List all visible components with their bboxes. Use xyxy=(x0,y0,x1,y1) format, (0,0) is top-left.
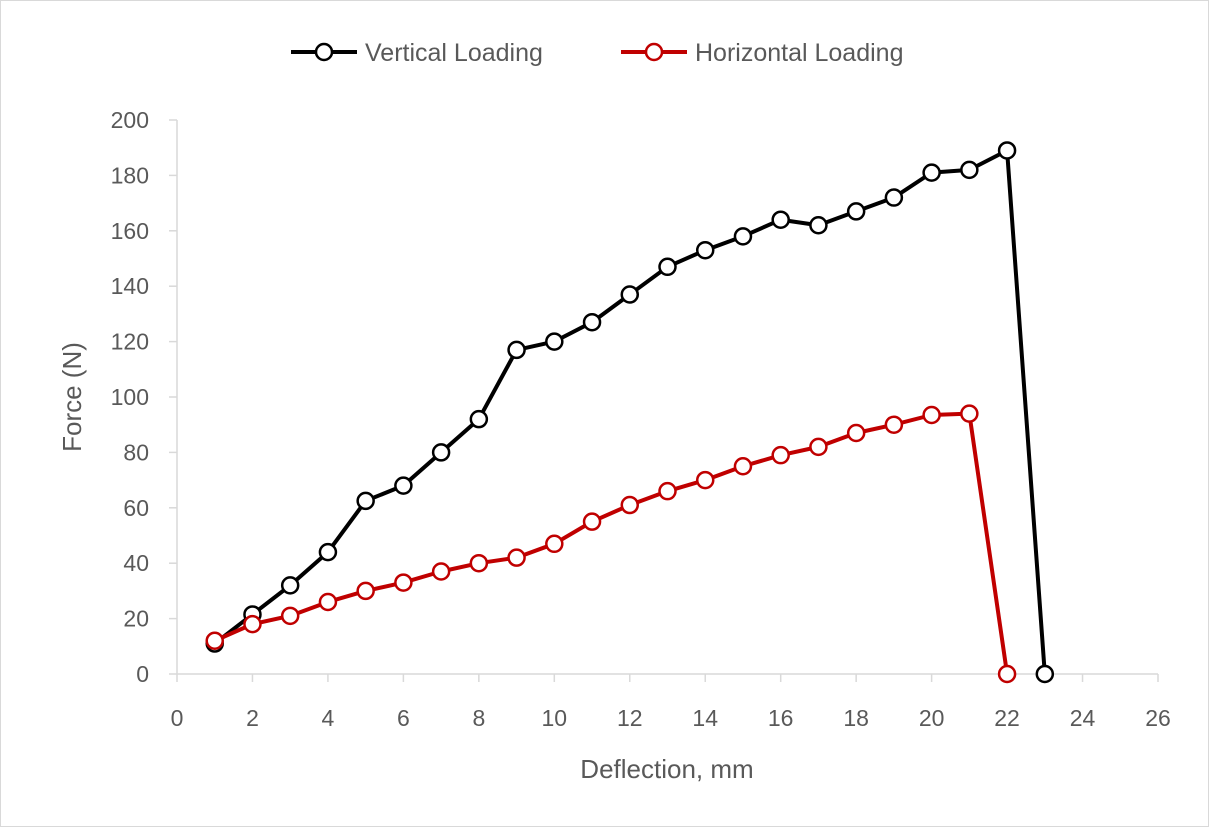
x-tick-label: 4 xyxy=(322,705,335,731)
data-point xyxy=(205,631,224,651)
data-point xyxy=(884,415,904,434)
data-point xyxy=(318,592,338,612)
y-tick-label: 20 xyxy=(123,606,149,632)
data-point xyxy=(922,405,941,425)
data-point xyxy=(243,614,262,634)
x-tick-label: 16 xyxy=(768,705,794,731)
x-tick-label: 26 xyxy=(1145,705,1171,731)
data-point xyxy=(620,285,640,304)
legend: Vertical Loading Horizontal Loading xyxy=(291,39,903,67)
x-tick-label: 22 xyxy=(994,705,1020,731)
y-tick-label: 140 xyxy=(111,273,149,299)
data-point xyxy=(658,257,677,277)
data-point xyxy=(922,163,941,182)
legend-item: Horizontal Loading xyxy=(621,39,903,67)
y-tick-label: 0 xyxy=(136,661,149,687)
data-point xyxy=(1035,664,1055,684)
series-horizontal-loading xyxy=(205,404,1017,684)
data-point xyxy=(280,576,300,595)
data-point xyxy=(695,470,715,490)
y-tick-label: 60 xyxy=(123,495,149,521)
x-tick-label: 0 xyxy=(171,705,184,731)
data-point xyxy=(431,443,451,462)
y-tick-label: 100 xyxy=(111,384,149,410)
x-tick-label: 24 xyxy=(1070,705,1096,731)
legend-label: Vertical Loading xyxy=(365,39,543,67)
data-point xyxy=(545,332,564,351)
data-point xyxy=(997,664,1017,684)
data-point xyxy=(545,534,564,554)
series-line xyxy=(213,411,1010,675)
data-point xyxy=(733,457,753,476)
y-tick-label: 120 xyxy=(111,329,149,355)
data-point xyxy=(507,548,526,567)
data-point xyxy=(997,141,1017,160)
data-point xyxy=(394,573,413,592)
data-point xyxy=(280,606,300,626)
x-axis-title: Deflection, mm xyxy=(580,754,753,784)
data-point xyxy=(771,210,790,229)
data-point xyxy=(809,216,828,235)
data-point xyxy=(733,227,753,246)
legend-item: Vertical Loading xyxy=(291,39,543,67)
x-tick-label: 18 xyxy=(843,705,869,731)
x-tick-label: 2 xyxy=(246,705,259,731)
data-point xyxy=(695,240,715,260)
data-point xyxy=(884,188,904,207)
data-point xyxy=(960,404,979,423)
data-point xyxy=(469,409,489,429)
y-axis-title: Force (N) xyxy=(57,342,87,452)
data-point xyxy=(846,202,866,221)
x-tick-label: 12 xyxy=(617,705,643,731)
legend-label: Horizontal Loading xyxy=(695,39,903,67)
y-tick-label: 180 xyxy=(111,162,149,188)
y-tick-label: 200 xyxy=(111,107,149,133)
x-tick-label: 6 xyxy=(397,705,410,731)
data-point xyxy=(620,495,640,515)
series-vertical-loading xyxy=(205,141,1055,684)
legend-marker xyxy=(644,42,664,62)
data-point xyxy=(582,512,602,531)
x-tick-label: 8 xyxy=(472,705,485,731)
x-tick-label: 14 xyxy=(692,705,718,731)
plot-area xyxy=(205,141,1055,684)
data-point xyxy=(356,491,375,511)
y-tick-label: 80 xyxy=(123,439,149,465)
data-point xyxy=(507,340,526,360)
legend-marker xyxy=(314,42,334,62)
data-point xyxy=(356,581,375,601)
data-point xyxy=(394,476,413,495)
y-tick-label: 160 xyxy=(111,218,149,244)
series-line xyxy=(213,148,1047,675)
data-point xyxy=(771,445,790,465)
x-tick-label: 20 xyxy=(919,705,945,731)
data-point xyxy=(318,542,338,562)
data-point xyxy=(658,481,677,501)
y-tick-label: 40 xyxy=(123,550,149,576)
data-point xyxy=(431,562,451,581)
data-point xyxy=(960,160,979,180)
x-tick-label: 10 xyxy=(542,705,568,731)
data-point xyxy=(846,423,866,443)
data-point xyxy=(582,312,602,332)
data-point xyxy=(809,437,828,457)
data-point xyxy=(469,553,489,573)
